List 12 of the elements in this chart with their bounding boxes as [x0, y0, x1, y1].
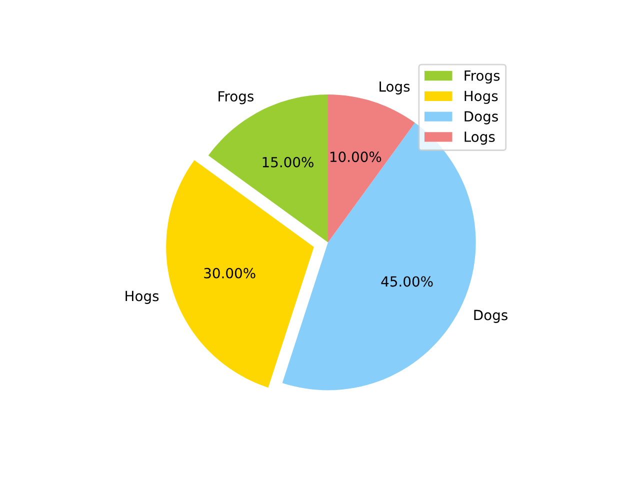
legend-label: Logs — [464, 132, 495, 145]
slice-label: Frogs — [218, 91, 254, 104]
legend-label: Hogs — [464, 90, 498, 104]
data-label: 10.00% — [330, 152, 382, 162]
slice-label: Dogs — [474, 310, 508, 323]
data-label: 15.00% — [262, 156, 314, 168]
slice-label: Hogs — [126, 290, 159, 304]
legend-label: Frogs — [464, 70, 500, 84]
data-label: 45.00% — [381, 276, 433, 287]
slice-label: Logs — [380, 81, 410, 94]
legend-label: Dogs — [464, 111, 498, 124]
data-label: 30.00% — [204, 268, 256, 278]
